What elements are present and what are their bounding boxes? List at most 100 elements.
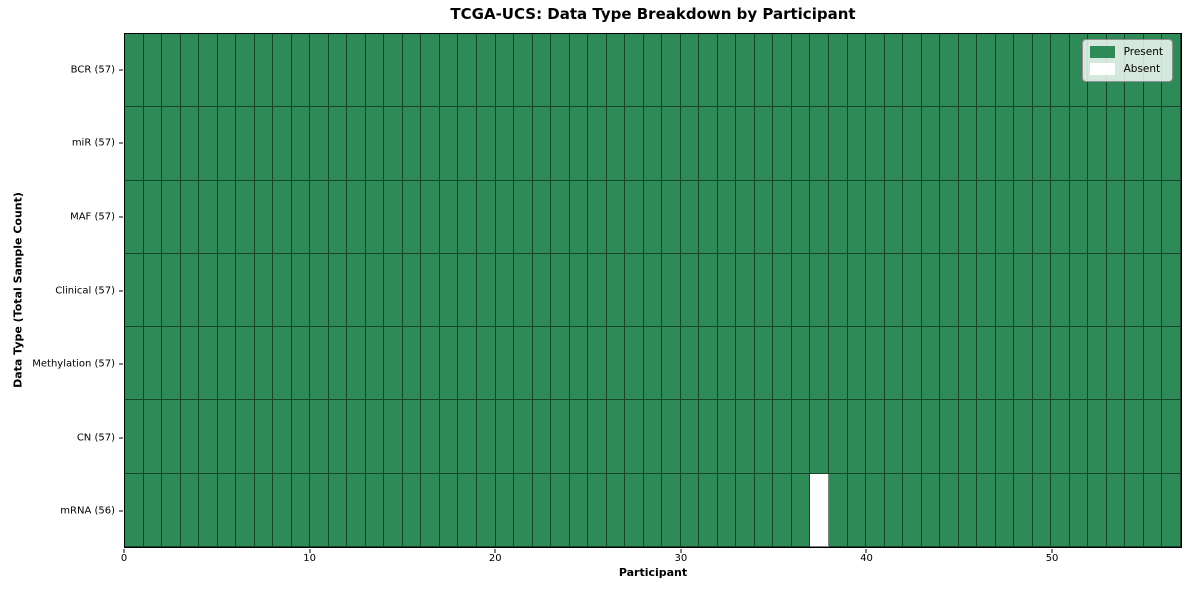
heatmap-cell [217,327,237,401]
heatmap-cell [1032,327,1052,401]
legend: Present Absent [1081,39,1173,82]
heatmap-cell [1125,180,1144,254]
heatmap-cell [1088,180,1107,254]
heatmap-cell [1088,253,1107,328]
heatmap-cell [180,253,200,328]
heatmap-cell [347,34,366,108]
y-tick-mark [119,510,123,512]
heatmap-cell [977,400,996,474]
heatmap-cell [1088,327,1107,401]
heatmap-cell [977,107,996,181]
heatmap-cell [217,473,237,547]
heatmap-cell [532,107,552,181]
heatmap-cell [254,327,274,401]
heatmap-cell [458,107,477,181]
heatmap-cell [291,400,311,474]
heatmap-cell [569,327,589,401]
heatmap-cell [625,107,644,181]
heatmap-cell [273,400,292,474]
heatmap-cell [476,34,496,108]
heatmap-cell [773,473,792,547]
heatmap-cell [699,107,718,181]
heatmap-cell [995,327,1015,401]
heatmap-cell [736,253,755,328]
heatmap-cell [1051,473,1070,547]
heatmap-cell [903,400,922,474]
heatmap-cell [569,253,589,328]
heatmap-cell [1014,327,1033,401]
heatmap-cell [847,473,867,547]
heatmap-cell [328,400,348,474]
heatmap-cell [495,107,515,181]
x-tick-label: 40 [860,553,873,564]
heatmap-cell [1014,34,1033,108]
heatmap-cell [884,327,904,401]
heatmap-cell [254,473,274,547]
heatmap-cell [940,253,959,328]
x-axis-label: Participant [618,566,688,579]
heatmap-cell [439,180,459,254]
heatmap-cell [828,400,848,474]
heatmap-cell [662,107,681,181]
heatmap-cell [310,473,329,547]
x-tick-label: 50 [1045,553,1059,564]
heatmap-cell [532,180,552,254]
heatmap-cell [791,180,811,254]
heatmap-cell [551,400,570,474]
heatmap-cell [828,34,848,108]
heatmap-cell [921,34,941,108]
heatmap-cell [328,107,348,181]
heatmap-cell [532,34,552,108]
heatmap-cell [495,180,515,254]
heatmap-cell [625,327,644,401]
heatmap-cell [569,34,589,108]
heatmap-cell [847,253,867,328]
heatmap-cell [958,400,978,474]
heatmap-cell [551,34,570,108]
heatmap-cell [625,400,644,474]
y-tick-label: Clinical (57) [55,285,115,296]
heatmap-cell [1125,400,1144,474]
heatmap-cell [514,400,533,474]
x-tick-label: 20 [488,553,502,564]
heatmap-cell [1143,253,1163,328]
heatmap-cell [1051,400,1070,474]
heatmap-cell [680,180,700,254]
heatmap-cell [1069,107,1089,181]
heatmap-cell [347,107,366,181]
heatmap-cell [754,473,774,547]
heatmap-cell [828,473,848,547]
heatmap-cell [365,253,385,328]
heatmap-cell [384,107,403,181]
heatmap-cell [643,34,663,108]
heatmap-cell [569,107,589,181]
heatmap-cell [625,180,644,254]
heatmap-cell [162,253,181,328]
heatmap-cell [273,473,292,547]
heatmap-cell [199,473,218,547]
legend-label-present: Present [1123,45,1163,58]
heatmap-cell [754,253,774,328]
heatmap-cell [940,473,959,547]
heatmap-cell [310,180,329,254]
heatmap-cell [458,180,477,254]
y-tick-mark [119,69,123,71]
heatmap-cell [125,180,144,254]
heatmap-cell [977,180,996,254]
y-tick-mark [119,142,123,144]
heatmap-cell [199,400,218,474]
heatmap-cell [551,253,570,328]
heatmap-cell [995,253,1015,328]
heatmap-cell [569,180,589,254]
heatmap-cell [903,253,922,328]
heatmap-cell [162,34,181,108]
heatmap-cell [717,253,737,328]
heatmap-cell [1162,107,1181,181]
heatmap-cell [903,107,922,181]
heatmap-cell [1125,327,1144,401]
present-swatch-icon [1089,46,1115,58]
heatmap-cell [995,180,1015,254]
heatmap-cell [439,400,459,474]
heatmap-cell [958,107,978,181]
heatmap-cell [458,327,477,401]
